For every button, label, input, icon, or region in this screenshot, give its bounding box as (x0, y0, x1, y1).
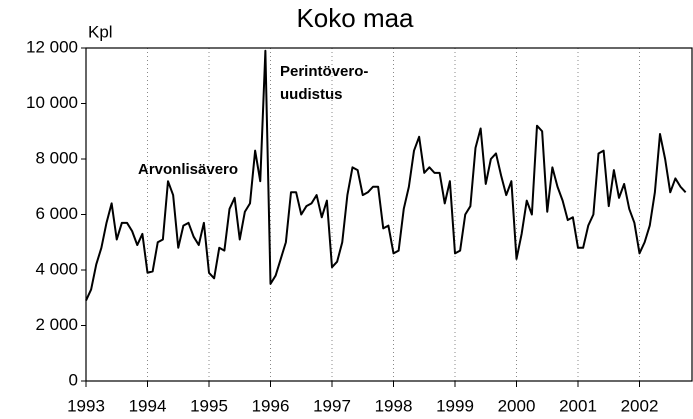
x-tick-label: 2001 (559, 396, 597, 415)
y-tick-label: 2 000 (35, 315, 78, 334)
x-tick-label: 1998 (375, 396, 413, 415)
x-tick-label: 1997 (313, 396, 351, 415)
x-tick-label: 2002 (621, 396, 659, 415)
x-tick-label: 1993 (67, 396, 105, 415)
y-tick-label: 10 000 (26, 93, 78, 112)
y-axis-label: Kpl (88, 22, 113, 41)
x-tick-label: 2000 (498, 396, 536, 415)
annotation: Arvonlisävero (138, 161, 238, 178)
y-tick-label: 12 000 (26, 37, 78, 56)
y-tick-label: 6 000 (35, 204, 78, 223)
plot-frame (85, 47, 693, 382)
x-tick-label: 1995 (190, 396, 228, 415)
y-tick-label: 4 000 (35, 259, 78, 278)
x-tick-label: 1994 (129, 396, 167, 415)
annotation: uudistus (280, 86, 343, 103)
x-tick-label: 1999 (436, 396, 474, 415)
chart-title: Koko maa (296, 3, 414, 33)
y-tick-label: 0 (69, 370, 78, 389)
data-line (85, 49, 687, 301)
annotation: Perintövero- (280, 63, 368, 80)
y-tick-label: 8 000 (35, 148, 78, 167)
x-tick-label: 1996 (252, 396, 290, 415)
